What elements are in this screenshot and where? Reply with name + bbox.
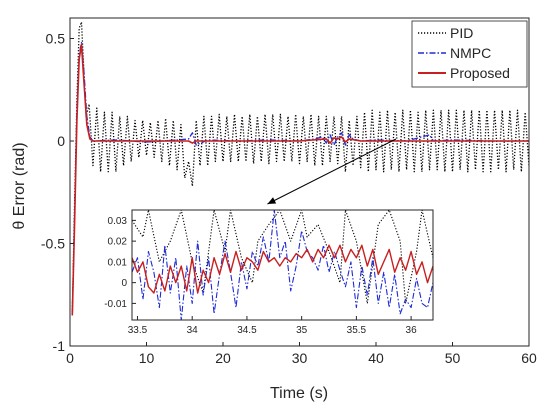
legend-label-proposed: Proposed [450, 65, 510, 81]
inset-x-tick-label: 35 [296, 325, 308, 336]
main-y-tick-label: 0 [57, 133, 65, 149]
main-x-tick-label: 40 [368, 350, 384, 366]
inset-y-tick-label: 0.03 [108, 216, 128, 227]
y-axis-label: θ Error (rad) [11, 142, 28, 229]
legend: PID NMPC Proposed [411, 20, 528, 88]
main-ticks-group: 0 10 20 30 40 50 60 -1 -0.5 0 0.5 [41, 30, 537, 366]
inset-series-group [132, 210, 433, 320]
inset-x-tick-label: 36 [406, 325, 418, 336]
x-axis-label: Time (s) [270, 385, 328, 402]
legend-label-pid: PID [450, 25, 473, 41]
main-x-tick-label: 0 [66, 350, 74, 366]
inset-y-tick-label: -0.01 [104, 299, 127, 310]
inset-x-tick-label: 34 [187, 325, 199, 336]
inset-y-tick-label: 0 [121, 278, 127, 289]
inset-x-tick-label: 33.5 [128, 325, 148, 336]
inset-x-tick-label: 34.5 [237, 325, 257, 336]
main-series-group [71, 21, 529, 316]
main-y-tick-label: 0.5 [46, 30, 66, 46]
main-y-tick-label: -1 [53, 338, 66, 354]
inset-ticks-group: 33.5 34 34.5 35 35.5 36 -0.01 0 0.01 0.02 0.03 [104, 216, 417, 336]
main-x-tick-label: 50 [445, 350, 461, 366]
inset-y-tick-label: 0.01 [108, 257, 128, 268]
main-series-proposed-line [71, 43, 529, 316]
inset-plot-area [132, 210, 433, 320]
legend-label-nmpc: NMPC [450, 45, 491, 61]
zoom-arrow-head [267, 197, 277, 204]
inset-x-tick-label: 35.5 [347, 325, 367, 336]
main-x-tick-label: 30 [292, 350, 308, 366]
main-y-tick-label: -0.5 [41, 235, 65, 251]
zoom-arrow [267, 138, 397, 205]
legend-box [411, 20, 528, 88]
main-x-tick-label: 20 [215, 350, 231, 366]
inset-y-tick-label: 0.02 [108, 237, 128, 248]
inset-series-pid-line [132, 210, 433, 304]
inset-series-proposed-line [132, 244, 433, 294]
inset-series-nmpc-line [132, 210, 433, 320]
main-x-tick-label: 60 [521, 350, 537, 366]
inset-axes-frame [131, 209, 434, 321]
main-x-tick-label: 10 [139, 350, 155, 366]
